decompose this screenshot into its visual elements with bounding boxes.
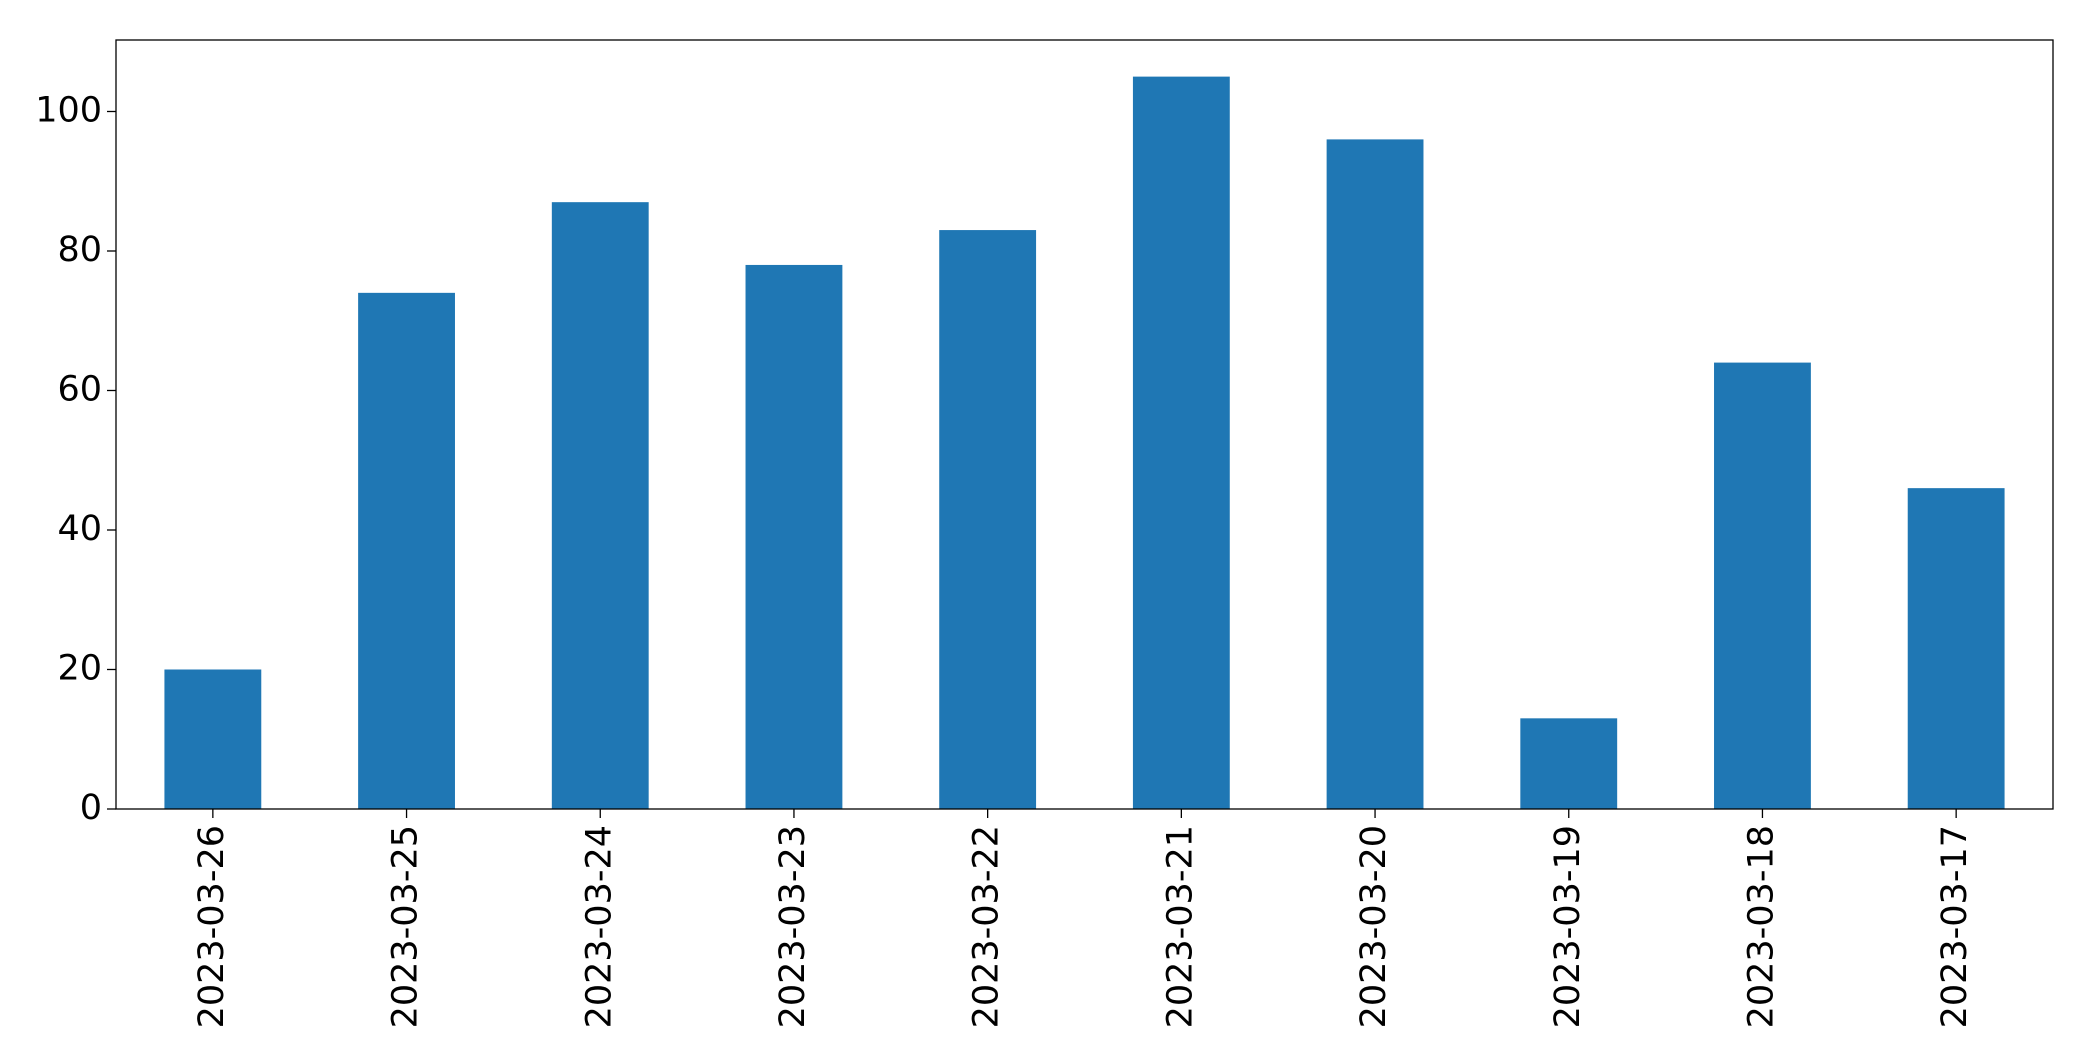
bar — [745, 264, 843, 810]
y-tick-label: 80 — [57, 230, 102, 270]
bar — [164, 669, 262, 809]
bar — [551, 202, 649, 810]
y-tick-label: 60 — [57, 369, 102, 409]
bar — [1907, 488, 2005, 809]
x-tick-label: 2023-03-22 — [967, 825, 1007, 1028]
x-tick-label: 2023-03-21 — [1160, 825, 1200, 1028]
bar — [1132, 76, 1230, 810]
y-tick-label: 40 — [57, 509, 102, 549]
plot-frame — [115, 39, 2054, 810]
x-tick-label: 2023-03-20 — [1354, 825, 1394, 1028]
bar — [1714, 362, 1811, 809]
y-tick-label: 100 — [35, 90, 102, 130]
bar — [358, 292, 455, 809]
x-tick-label: 2023-03-19 — [1548, 825, 1588, 1028]
x-tick-label: 2023-03-23 — [773, 825, 813, 1028]
bar — [939, 230, 1037, 809]
x-tick-label: 2023-03-24 — [579, 825, 619, 1028]
bar — [1520, 718, 1618, 809]
y-tick-label: 0 — [80, 788, 102, 828]
bar — [1326, 139, 1424, 810]
x-tick-label: 2023-03-17 — [1935, 825, 1975, 1028]
x-tick-label: 2023-03-18 — [1741, 825, 1781, 1028]
x-tick-label: 2023-03-25 — [386, 825, 426, 1028]
x-tick-label: 2023-03-26 — [192, 825, 232, 1028]
y-tick-label: 20 — [57, 648, 102, 688]
